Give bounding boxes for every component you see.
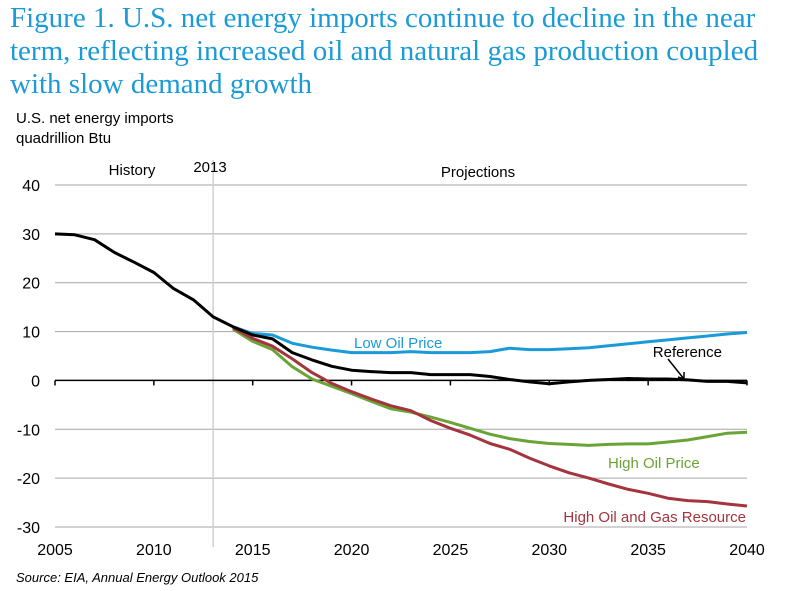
figure-title: Figure 1. U.S. net energy imports contin…: [10, 2, 759, 100]
y-tick-label: -30: [17, 520, 40, 537]
x-tick-label: 2040: [729, 542, 765, 559]
x-tick-label: 2005: [37, 542, 73, 559]
series-label-reference: Reference: [653, 344, 722, 361]
divider-year-label: 2013: [193, 159, 226, 176]
y-tick-label: 40: [22, 178, 40, 195]
series-label-low-oil-price: Low Oil Price: [354, 335, 442, 352]
reference-arrow-icon: [667, 358, 685, 381]
x-tick-label: 2010: [136, 542, 172, 559]
history-label: History: [109, 162, 156, 179]
y-axis-unit: quadrillion Btu: [16, 130, 112, 147]
y-tick-label: 30: [22, 227, 40, 244]
series-line-high-oil-and-gas-resource: [232, 326, 748, 508]
series-label-high-oil-price: High Oil Price: [608, 455, 700, 472]
series-label-high-oil-and-gas-resource: High Oil and Gas Resource: [563, 509, 746, 526]
x-tick-label: 2025: [433, 542, 469, 559]
y-tick-label: 0: [31, 373, 40, 390]
y-tick-label: 20: [22, 276, 40, 293]
y-axis-label: U.S. net energy imports: [16, 110, 174, 127]
y-tick-label: 10: [22, 325, 40, 342]
y-tick-label: -10: [17, 422, 40, 439]
source-note: Source: EIA, Annual Energy Outlook 2015: [16, 570, 259, 585]
series-line-high-oil-price: [232, 327, 748, 447]
series-line-reference: [54, 232, 748, 386]
x-tick-label: 2030: [531, 542, 567, 559]
projections-label: Projections: [441, 164, 515, 181]
x-tick-label: 2020: [334, 542, 370, 559]
x-tick-label: 2035: [630, 542, 666, 559]
y-tick-label: -20: [17, 471, 40, 488]
x-tick-label: 2015: [235, 542, 271, 559]
series-line-low-oil-price: [232, 325, 748, 355]
